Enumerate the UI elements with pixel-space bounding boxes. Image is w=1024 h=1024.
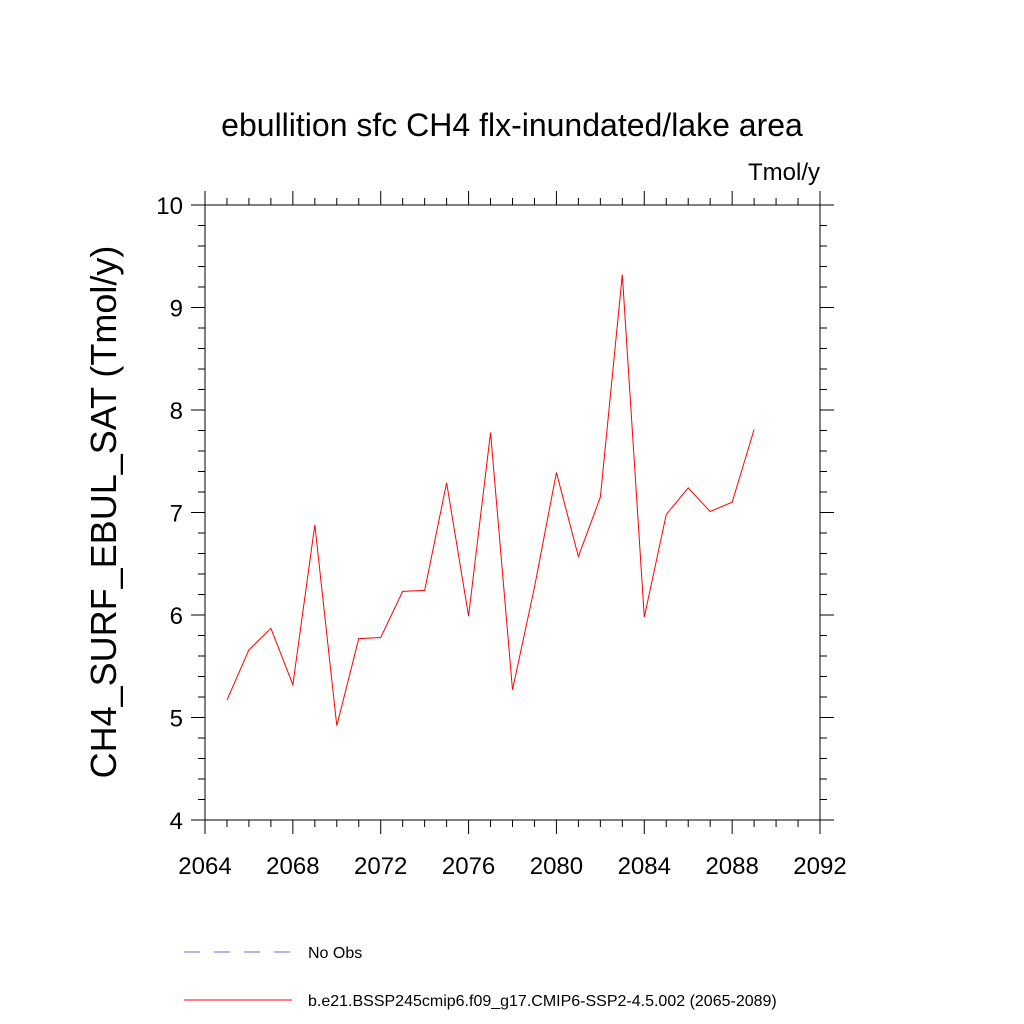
chart-title: ebullition sfc CH4 flx-inundated/lake ar… [221, 107, 803, 143]
data-series [226, 274, 755, 726]
x-tick-label: 2076 [442, 853, 495, 880]
axis-ticks [191, 191, 834, 834]
y-tick-label: 5 [170, 706, 183, 733]
legend: No Obs b.e21.BSSP245cmip6.f09_g17.CMIP6-S… [184, 945, 777, 1010]
y-tick-label: 4 [170, 808, 183, 835]
legend-label-2: b.e21.BSSP245cmip6.f09_g17.CMIP6-SSP2-4.… [308, 993, 777, 1010]
y-axis-label: CH4_SURF_EBUL_SAT (Tmol/y) [83, 246, 124, 779]
x-tick-label: 2068 [266, 853, 319, 880]
x-tick-label: 2092 [793, 853, 846, 880]
series-line [226, 274, 755, 726]
y-tick-label: 10 [156, 193, 183, 220]
x-tick-label: 2080 [530, 853, 583, 880]
y-tick-label: 7 [170, 501, 183, 528]
x-tick-labels: 2064 2068 2072 2076 2080 2084 2088 2092 [178, 853, 846, 880]
units-label: Tmol/y [748, 159, 820, 186]
x-tick-label: 2064 [178, 853, 231, 880]
x-tick-label: 2072 [354, 853, 407, 880]
y-tick-label: 6 [170, 603, 183, 630]
x-tick-label: 2084 [618, 853, 671, 880]
y-tick-labels: 4 5 6 7 8 9 10 [156, 193, 183, 835]
plot-frame [204, 204, 821, 821]
x-tick-label: 2088 [705, 853, 758, 880]
y-tick-label: 9 [170, 296, 183, 323]
y-tick-label: 8 [170, 398, 183, 425]
legend-label-1: No Obs [308, 945, 362, 962]
